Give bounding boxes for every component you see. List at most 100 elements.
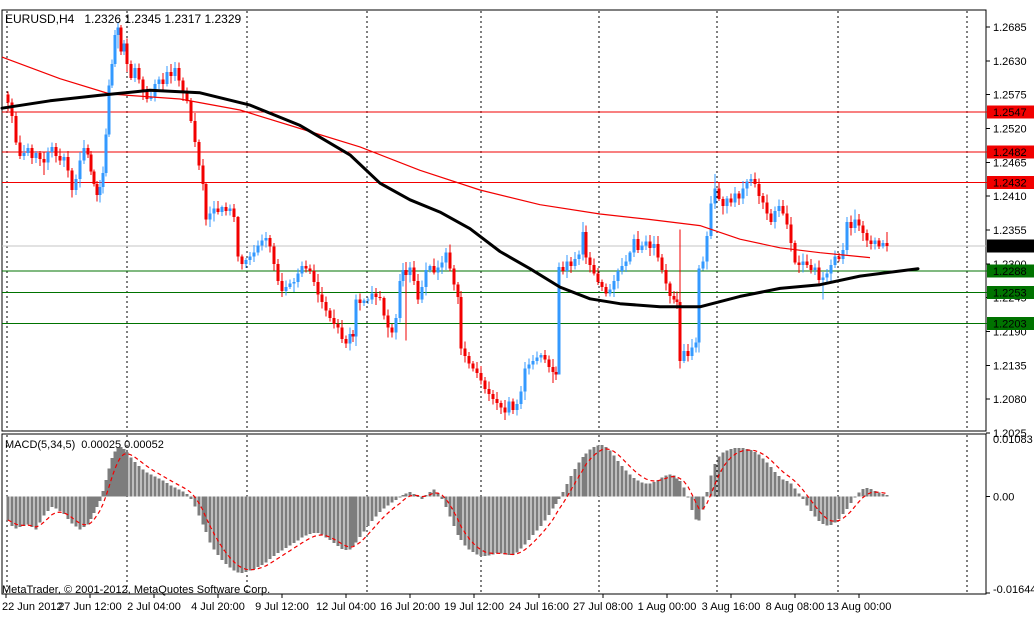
macd-histogram-bar (565, 483, 569, 497)
macd-histogram-bar (129, 457, 133, 497)
candle-body (829, 265, 833, 274)
macd-histogram-bar (881, 493, 885, 497)
macd-histogram-bar (374, 496, 378, 517)
candle-body (475, 368, 479, 374)
candle-body (104, 134, 108, 173)
macd-histogram-bar (717, 456, 721, 497)
macd-histogram-bar (604, 447, 608, 497)
candle-body (459, 296, 463, 349)
macd-histogram-bar (483, 496, 487, 556)
candle-body (672, 295, 676, 300)
macd-histogram-bar (394, 496, 398, 501)
candle-body (348, 333, 352, 344)
macd-histogram-bar (362, 496, 366, 532)
candle-body (428, 266, 432, 270)
candle-body (18, 142, 22, 157)
macd-histogram-bar (511, 496, 515, 556)
candle-body (765, 202, 769, 214)
macd-histogram-bar (320, 496, 324, 535)
macd-histogram-bar (340, 496, 344, 550)
macd-histogram-bar (551, 496, 555, 509)
candle-body (725, 198, 729, 206)
candle-body (30, 148, 34, 158)
macd-histogram-bar (10, 496, 14, 527)
macd-histogram-bar (600, 444, 604, 497)
price-tick-label: 1.2355 (993, 225, 1027, 237)
candle-body (805, 261, 809, 266)
candle-body (452, 268, 456, 285)
macd-histogram-bar (116, 447, 120, 497)
candle-body (119, 27, 123, 52)
macd-histogram-bar (272, 496, 276, 557)
candle-body (678, 301, 682, 361)
time-tick-label: 13 Aug 00:00 (827, 601, 892, 613)
macd-histogram-bar (296, 496, 300, 541)
candle-body (785, 213, 789, 225)
candle-body (821, 277, 825, 280)
macd-histogram-bar (515, 496, 519, 553)
macd-histogram-bar (220, 496, 224, 560)
candle-body (773, 210, 777, 222)
candle-body (573, 258, 577, 267)
candle-body (208, 213, 212, 220)
candle-body (531, 360, 535, 365)
candle-body (398, 280, 402, 318)
macd-histogram-bar (845, 496, 849, 509)
macd-histogram-bar (260, 496, 264, 565)
candle-body (825, 273, 829, 278)
candle-body (280, 280, 284, 291)
candle-body (374, 293, 378, 297)
macd-histogram-bar (26, 496, 30, 525)
candle-body (141, 79, 145, 92)
macd-histogram-bar (765, 462, 769, 497)
candle-body (344, 338, 348, 344)
price-tick-label: 1.2410 (993, 191, 1027, 203)
macd-histogram-bar (268, 496, 272, 560)
candle-body (220, 207, 224, 213)
candle-body (833, 256, 837, 266)
macd-histogram-bar (416, 496, 420, 498)
price-level-badge-label: 1.2547 (993, 107, 1027, 119)
candle-body (386, 315, 390, 328)
candle-body (312, 271, 316, 283)
candle-body (456, 284, 460, 297)
macd-histogram-bar (95, 496, 99, 508)
macd-histogram-bar (644, 483, 648, 497)
macd-histogram-bar (535, 496, 539, 531)
macd-histogram-bar (741, 447, 745, 497)
candle-body (781, 205, 785, 214)
price-level-badge (987, 105, 1034, 119)
macd-histogram-bar (440, 496, 444, 500)
candle-body (569, 261, 573, 267)
candle-body (268, 237, 272, 247)
candle-body (145, 91, 149, 99)
macd-histogram-bar (38, 496, 42, 523)
candle-body (181, 80, 185, 93)
time-tick-label: 4 Jul 20:00 (191, 601, 245, 613)
macd-histogram-bar (104, 479, 108, 497)
macd-histogram-bar (656, 480, 660, 497)
candle-body (483, 380, 487, 390)
macd-histogram-bar (390, 496, 394, 503)
price-level-badge-label: 1.2253 (993, 288, 1027, 300)
candle-body (228, 208, 232, 211)
candle-body (600, 282, 604, 288)
price-tick-label: 1.2025 (993, 428, 1027, 440)
candle-body (849, 221, 853, 229)
macd-histogram-bar (569, 476, 573, 497)
candle-body (252, 252, 256, 257)
macd-histogram-bar (149, 474, 153, 497)
macd-histogram-bar (332, 496, 336, 544)
macd-histogram-bar (358, 496, 362, 537)
macd-histogram-bar (408, 491, 412, 497)
macd-histogram-bar (412, 493, 416, 497)
macd-tick-label: -0.01644 (993, 584, 1034, 596)
time-tick-label: 12 Jul 04:00 (316, 601, 376, 613)
macd-histogram-bar (216, 496, 220, 556)
candle-body (845, 221, 849, 251)
candle-body (616, 271, 620, 281)
candle-body (668, 283, 672, 296)
macd-histogram-bar (6, 496, 10, 520)
candle-body (173, 68, 177, 77)
